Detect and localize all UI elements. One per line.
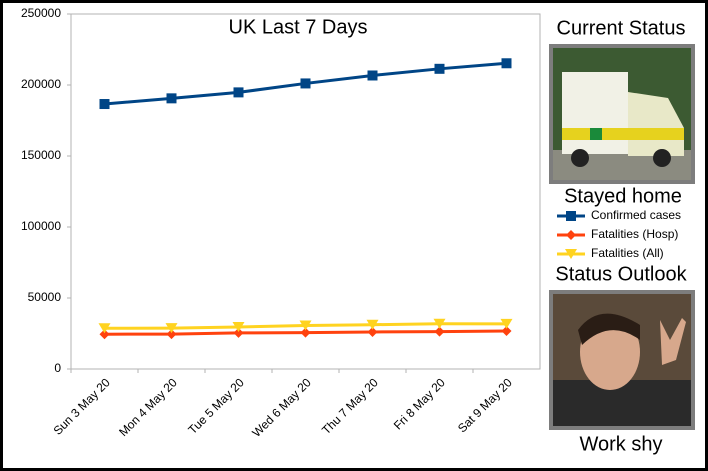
marker (434, 326, 445, 337)
y-tick-label: 0 (54, 361, 61, 375)
chart-title: UK Last 7 Days (229, 16, 368, 38)
status-caption: Stayed home (564, 185, 682, 207)
marker (566, 211, 576, 221)
y-tick-label: 200000 (21, 77, 61, 91)
legend-label: Fatalities (All) (591, 246, 664, 260)
status-heading: Current Status (557, 17, 686, 39)
marker (166, 329, 177, 340)
marker (366, 319, 379, 330)
y-tick-label: 250000 (21, 6, 61, 20)
marker (99, 329, 110, 340)
marker (500, 318, 513, 329)
legend-label: Fatalities (Hosp) (591, 227, 678, 241)
y-tick-label: 50000 (28, 290, 62, 304)
marker (98, 323, 111, 334)
marker (367, 326, 378, 337)
marker (299, 320, 312, 331)
marker (565, 249, 577, 259)
legend: Confirmed cases Fatalities (Hosp) Fataliti… (557, 208, 681, 260)
marker (233, 87, 244, 98)
marker (433, 318, 446, 329)
marker (232, 321, 245, 332)
person-photo (549, 290, 695, 430)
marker (566, 230, 576, 240)
marker (501, 325, 512, 336)
legend-label: Confirmed cases (591, 208, 681, 222)
marker (501, 58, 512, 69)
y-tick-label: 150000 (21, 148, 61, 162)
marker (165, 323, 178, 334)
marker (166, 93, 177, 104)
ambulance-photo (549, 44, 695, 184)
marker (300, 78, 311, 89)
marker (99, 99, 110, 110)
outlook-caption: Work shy (580, 433, 663, 455)
marker (367, 70, 378, 81)
marker (300, 327, 311, 338)
marker (233, 327, 244, 338)
y-tick-label: 100000 (21, 219, 61, 233)
plot-area (70, 13, 541, 370)
outlook-heading: Status Outlook (555, 263, 687, 285)
marker (434, 63, 445, 74)
